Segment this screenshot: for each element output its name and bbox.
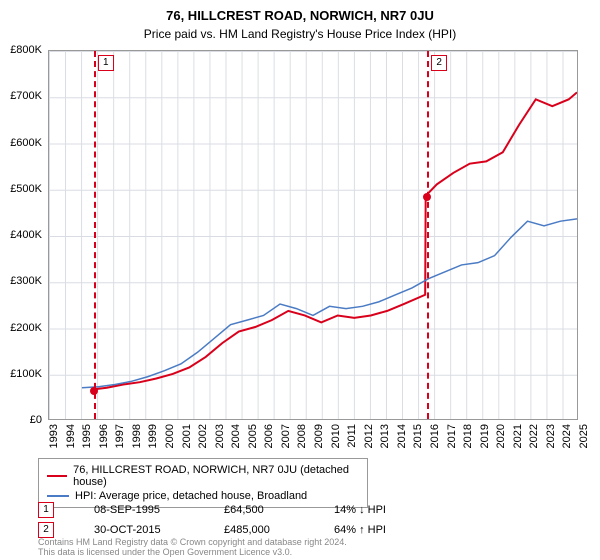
x-tick-label: 1998 — [131, 424, 143, 448]
sale-row-marker: 1 — [38, 502, 54, 518]
y-tick-label: £400K — [10, 229, 42, 241]
legend-swatch — [47, 495, 69, 497]
y-tick-label: £200K — [10, 322, 42, 334]
chart-plot-area: 12 — [48, 50, 578, 420]
x-tick-label: 2012 — [363, 424, 375, 448]
sale-vline — [94, 51, 96, 419]
x-tick-label: 2016 — [429, 424, 441, 448]
x-tick-label: 2017 — [446, 424, 458, 448]
x-tick-label: 2000 — [164, 424, 176, 448]
sale-price: £485,000 — [224, 524, 294, 536]
sale-date: 08-SEP-1995 — [94, 504, 184, 516]
x-tick-label: 2007 — [280, 424, 292, 448]
sale-price: £64,500 — [224, 504, 294, 516]
x-tick-label: 2008 — [296, 424, 308, 448]
x-tick-label: 2006 — [263, 424, 275, 448]
x-tick-label: 2025 — [578, 424, 590, 448]
legend-swatch — [47, 475, 67, 477]
x-tick-label: 2013 — [379, 424, 391, 448]
x-tick-label: 2011 — [346, 424, 358, 448]
legend-row: 76, HILLCREST ROAD, NORWICH, NR7 0JU (de… — [47, 463, 359, 489]
x-tick-label: 1994 — [65, 424, 77, 448]
sale-vline — [427, 51, 429, 419]
x-tick-label: 1999 — [147, 424, 159, 448]
x-axis-labels: 1993 1994 1995 1996 1997 1998 1999 2000 2001 2002… — [48, 422, 578, 458]
sale-date: 30-OCT-2015 — [94, 524, 184, 536]
sale-marker-box: 2 — [431, 55, 447, 71]
x-tick-label: 2010 — [330, 424, 342, 448]
x-tick-label: 2019 — [479, 424, 491, 448]
x-tick-label: 2014 — [396, 424, 408, 448]
sale-delta: 64% ↑ HPI — [334, 524, 386, 536]
y-tick-label: £0 — [30, 414, 42, 426]
sale-delta: 14% ↓ HPI — [334, 504, 386, 516]
footer-attribution: Contains HM Land Registry data © Crown c… — [38, 538, 347, 558]
x-tick-label: 2021 — [512, 424, 524, 448]
y-tick-label: £700K — [10, 90, 42, 102]
footer-line: This data is licensed under the Open Gov… — [38, 548, 347, 558]
sale-row: 1 08-SEP-1995 £64,500 14% ↓ HPI — [38, 500, 578, 520]
chart-series-price_paid — [94, 92, 577, 389]
x-tick-label: 2002 — [197, 424, 209, 448]
sale-row-marker: 2 — [38, 522, 54, 538]
x-tick-label: 2004 — [230, 424, 242, 448]
x-tick-label: 2003 — [214, 424, 226, 448]
sale-point — [90, 387, 98, 395]
page-subtitle: Price paid vs. HM Land Registry's House … — [0, 23, 600, 47]
x-tick-label: 2020 — [495, 424, 507, 448]
x-tick-label: 2001 — [181, 424, 193, 448]
chart-series-hpi — [82, 219, 577, 388]
x-tick-label: 1997 — [114, 424, 126, 448]
x-tick-label: 2023 — [545, 424, 557, 448]
legend-label: 76, HILLCREST ROAD, NORWICH, NR7 0JU (de… — [73, 464, 359, 488]
y-axis-labels: £0£100K£200K£300K£400K£500K£600K£700K£80… — [0, 50, 44, 420]
y-tick-label: £100K — [10, 368, 42, 380]
y-tick-label: £300K — [10, 275, 42, 287]
y-tick-label: £800K — [10, 44, 42, 56]
page-title: 76, HILLCREST ROAD, NORWICH, NR7 0JU — [0, 0, 600, 23]
x-tick-label: 2015 — [412, 424, 424, 448]
sale-point — [423, 193, 431, 201]
y-tick-label: £600K — [10, 137, 42, 149]
x-tick-label: 2018 — [462, 424, 474, 448]
y-tick-label: £500K — [10, 183, 42, 195]
sale-marker-box: 1 — [98, 55, 114, 71]
x-tick-label: 2024 — [561, 424, 573, 448]
sales-table: 1 08-SEP-1995 £64,500 14% ↓ HPI 2 30-OCT-2015… — [38, 500, 578, 540]
x-tick-label: 1996 — [98, 424, 110, 448]
chart-lines-svg — [49, 51, 577, 419]
x-tick-label: 1995 — [81, 424, 93, 448]
x-tick-label: 1993 — [48, 424, 60, 448]
x-tick-label: 2009 — [313, 424, 325, 448]
x-tick-label: 2022 — [528, 424, 540, 448]
x-tick-label: 2005 — [247, 424, 259, 448]
